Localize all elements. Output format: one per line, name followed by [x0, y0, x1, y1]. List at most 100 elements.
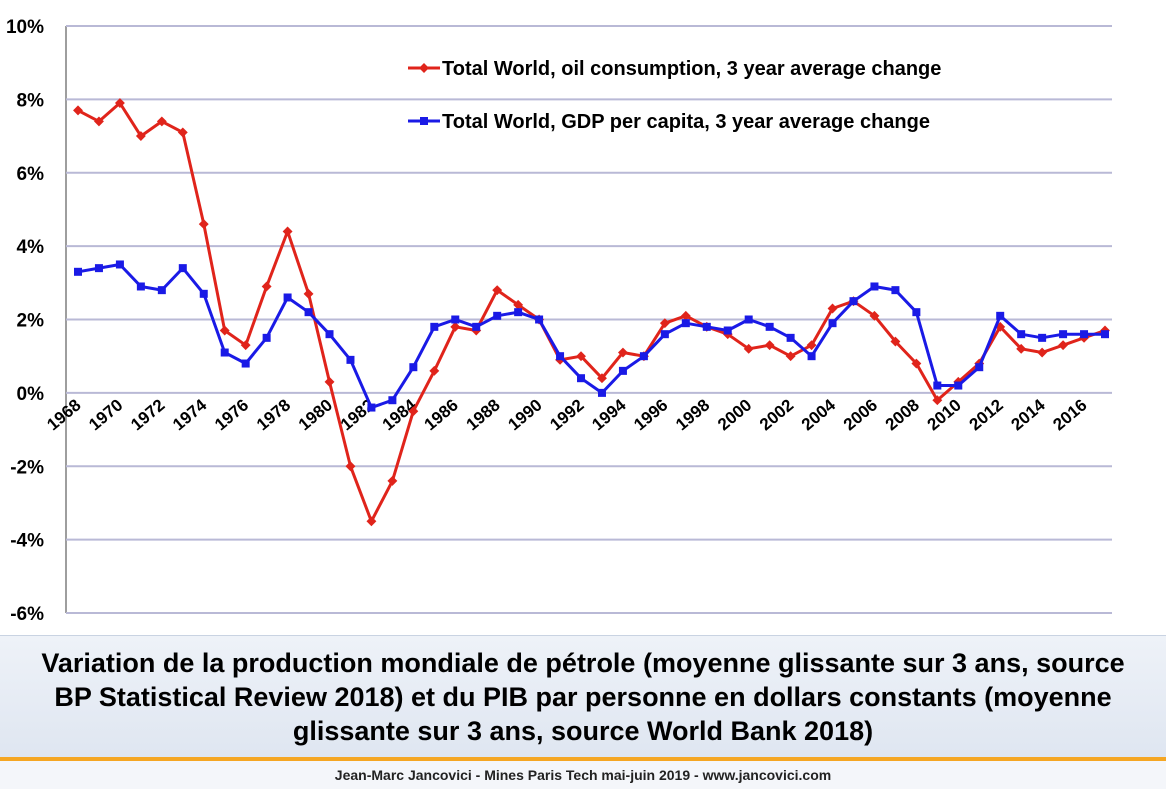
oil-series-line	[77, 101, 1106, 523]
line-chart: 10%8%6%4%2%0%-2%-4%-6% 1968 1970 1972 1974 1…	[6, 17, 1112, 625]
gdp-data-point	[220, 348, 229, 357]
oil-series	[73, 98, 1110, 527]
x-tick-label: 1996	[630, 395, 671, 434]
legend-marker	[419, 63, 429, 73]
gdp-data-point	[1038, 333, 1047, 342]
oil-data-point	[827, 303, 838, 314]
oil-data-point	[576, 351, 586, 362]
x-tick-label: 1986	[421, 395, 462, 434]
oil-data-point	[911, 358, 922, 369]
footer-credit: Jean-Marc Jancovici - Mines Paris Tech m…	[334, 767, 832, 783]
gdp-data-point	[409, 363, 418, 372]
legend-label: Total World, GDP per capita, 3 year aver…	[442, 111, 930, 133]
y-tick-label: 10%	[6, 17, 44, 38]
oil-data-point	[680, 310, 691, 321]
gdp-data-point	[996, 311, 1005, 320]
gdp-data-point	[975, 363, 984, 372]
oil-data-point	[177, 127, 188, 138]
x-tick-label: 1968	[43, 395, 84, 434]
gdp-data-point	[451, 315, 460, 324]
grid-lines	[65, 25, 1112, 614]
series-layer	[73, 98, 1110, 527]
gdp-data-point	[472, 322, 481, 331]
gdp-data-point	[765, 322, 774, 331]
caption-box: Variation de la production mondiale de p…	[0, 635, 1166, 757]
gdp-data-point	[933, 381, 942, 390]
oil-data-point	[890, 336, 901, 347]
gdp-data-point	[849, 297, 858, 306]
gdp-data-point	[199, 289, 208, 298]
gdp-data-point	[430, 322, 439, 331]
x-tick-label: 2006	[840, 395, 881, 434]
gdp-data-point	[325, 330, 334, 339]
x-tick-label: 1998	[672, 395, 713, 434]
gdp-data-point	[262, 333, 271, 342]
gdp-data-point	[870, 282, 879, 291]
x-tick-label: 2012	[966, 395, 1007, 434]
x-tick-label: 1990	[504, 395, 545, 434]
gdp-data-point	[94, 264, 103, 273]
gdp-data-point	[157, 286, 166, 295]
x-tick-label: 1988	[463, 395, 504, 434]
oil-data-point	[785, 351, 796, 362]
gdp-data-point	[367, 403, 376, 412]
y-axis-ticks: 10% 8% 6% 4% 2% 0% -2% -4% -6%	[6, 17, 44, 625]
gdp-data-point	[639, 352, 648, 361]
x-tick-label: 2000	[714, 395, 755, 434]
oil-data-point	[429, 365, 440, 376]
gdp-data-point	[74, 267, 82, 276]
y-tick-label: 2%	[17, 311, 45, 332]
oil-data-point	[73, 105, 83, 116]
x-tick-label: 1992	[546, 395, 587, 434]
y-tick-label: -4%	[10, 531, 44, 552]
oil-data-point	[1058, 340, 1069, 351]
legend-marker	[420, 117, 428, 125]
gdp-data-point	[891, 286, 900, 295]
oil-data-point	[240, 340, 251, 351]
y-tick-label: 4%	[17, 237, 45, 258]
gdp-data-point	[597, 388, 606, 397]
x-tick-label: 1978	[253, 395, 294, 434]
x-tick-label: 1970	[85, 395, 126, 434]
footer-divider	[0, 757, 1166, 761]
gdp-data-point	[681, 319, 690, 328]
gdp-data-point	[241, 359, 250, 368]
y-tick-label: 0%	[17, 384, 45, 405]
gdp-data-point	[346, 355, 355, 364]
oil-data-point	[1016, 343, 1027, 354]
gdp-data-point	[178, 264, 187, 273]
oil-data-point	[764, 340, 775, 351]
x-tick-label: 2008	[882, 395, 923, 434]
oil-data-point	[513, 299, 524, 310]
gdp-data-point	[828, 319, 837, 328]
gdp-data-point	[556, 352, 565, 361]
oil-data-point	[114, 98, 125, 108]
x-tick-label: 2014	[1008, 395, 1050, 434]
oil-data-point	[94, 116, 104, 127]
oil-data-point	[219, 325, 230, 336]
oil-data-point	[345, 461, 356, 472]
y-tick-label: -2%	[10, 457, 44, 478]
x-tick-label: 2002	[756, 395, 797, 434]
oil-data-point	[932, 395, 943, 406]
x-tick-label: 1972	[127, 395, 168, 434]
oil-data-point	[387, 475, 398, 486]
oil-data-point	[366, 516, 377, 527]
y-tick-label: 6%	[17, 164, 45, 185]
gdp-data-point	[807, 352, 816, 361]
oil-data-point	[198, 219, 209, 230]
footer: Jean-Marc Jancovici - Mines Paris Tech m…	[0, 761, 1166, 789]
x-tick-label: 1976	[211, 395, 252, 434]
oil-data-point	[806, 340, 817, 351]
gdp-data-point	[723, 326, 732, 335]
x-tick-label: 2010	[924, 395, 965, 434]
y-tick-label: 8%	[17, 90, 45, 111]
gdp-data-point	[1059, 330, 1068, 339]
gdp-data-point	[702, 322, 711, 331]
oil-data-point	[324, 376, 335, 387]
gdp-series	[74, 260, 1109, 412]
gdp-data-point	[115, 260, 124, 269]
gdp-data-point	[912, 308, 921, 317]
x-tick-label: 2004	[798, 395, 840, 434]
y-tick-label: -6%	[10, 604, 44, 625]
